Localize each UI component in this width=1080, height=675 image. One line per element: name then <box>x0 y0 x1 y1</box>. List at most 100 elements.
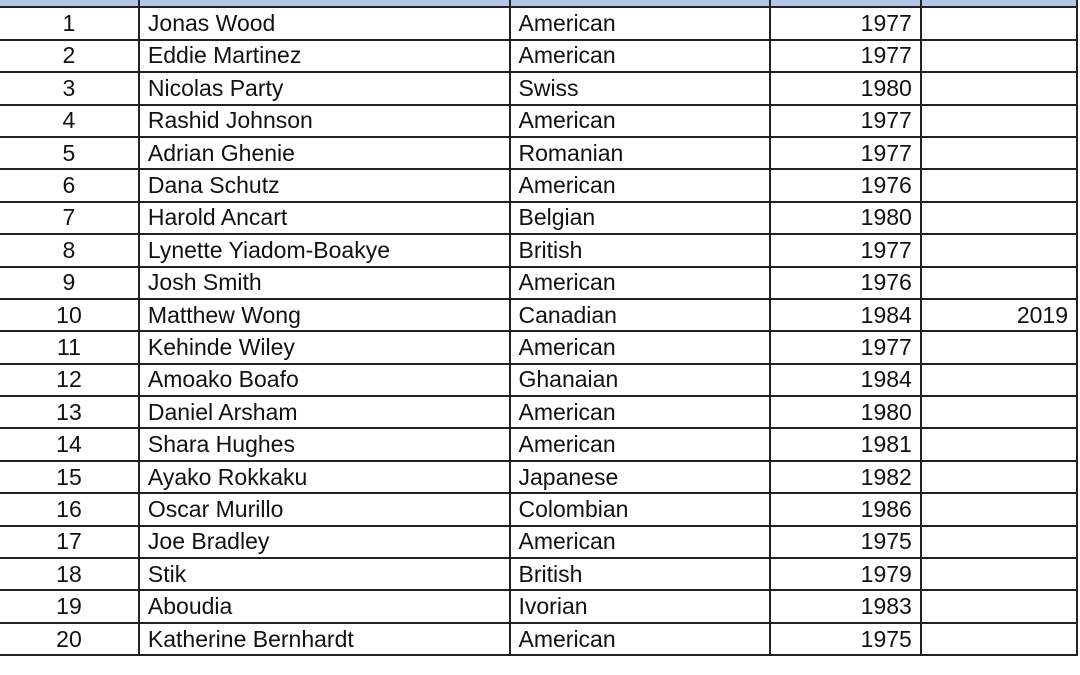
rank-cell[interactable]: 11 <box>0 330 140 365</box>
nationality-cell[interactable]: American <box>508 621 771 657</box>
born-cell[interactable]: 1984 <box>768 362 922 398</box>
died-cell[interactable] <box>919 492 1079 527</box>
rank-cell[interactable]: 14 <box>0 427 140 462</box>
died-cell[interactable] <box>919 589 1079 624</box>
rank-cell[interactable]: 10 <box>0 297 140 333</box>
died-cell[interactable] <box>919 395 1079 430</box>
artist-cell[interactable]: Dana Schutz <box>137 168 511 203</box>
artist-cell[interactable]: Aboudia <box>137 589 511 624</box>
died-cell[interactable] <box>919 524 1079 560</box>
died-cell[interactable] <box>919 233 1079 268</box>
rank-cell[interactable]: 8 <box>0 233 140 268</box>
artist-cell[interactable]: Lynette Yiadom-Boakye <box>137 233 511 268</box>
born-cell[interactable]: 1975 <box>768 524 922 560</box>
nationality-cell[interactable]: Romanian <box>508 135 771 171</box>
artist-cell[interactable]: Eddie Martinez <box>137 38 511 74</box>
died-cell[interactable]: 2019 <box>919 297 1079 333</box>
header-cell[interactable] <box>919 0 1079 9</box>
rank-cell[interactable]: 18 <box>0 557 140 592</box>
rank-cell[interactable]: 20 <box>0 621 140 657</box>
rank-cell[interactable]: 9 <box>0 265 140 300</box>
artist-cell[interactable]: Shara Hughes <box>137 427 511 462</box>
artist-cell[interactable]: Ayako Rokkaku <box>137 459 511 495</box>
nationality-cell[interactable]: American <box>508 168 771 203</box>
rank-cell[interactable]: 1 <box>0 6 140 41</box>
born-cell[interactable]: 1976 <box>768 265 922 300</box>
artist-cell[interactable]: Rashid Johnson <box>137 103 511 138</box>
artist-cell[interactable]: Harold Ancart <box>137 200 511 236</box>
header-cell[interactable] <box>137 0 511 9</box>
nationality-cell[interactable]: American <box>508 395 771 430</box>
artist-cell[interactable]: Katherine Bernhardt <box>137 621 511 657</box>
nationality-cell[interactable]: American <box>508 38 771 74</box>
born-cell[interactable]: 1980 <box>768 395 922 430</box>
born-cell[interactable]: 1977 <box>768 38 922 74</box>
nationality-cell[interactable]: American <box>508 427 771 462</box>
header-cell[interactable] <box>508 0 771 9</box>
born-cell[interactable]: 1977 <box>768 103 922 138</box>
nationality-cell[interactable]: Belgian <box>508 200 771 236</box>
born-cell[interactable]: 1979 <box>768 557 922 592</box>
died-cell[interactable] <box>919 200 1079 236</box>
nationality-cell[interactable]: British <box>508 233 771 268</box>
rank-cell[interactable]: 7 <box>0 200 140 236</box>
rank-cell[interactable]: 2 <box>0 38 140 74</box>
rank-cell[interactable]: 16 <box>0 492 140 527</box>
born-cell[interactable]: 1983 <box>768 589 922 624</box>
died-cell[interactable] <box>919 38 1079 74</box>
born-cell[interactable]: 1977 <box>768 233 922 268</box>
nationality-cell[interactable]: American <box>508 265 771 300</box>
born-cell[interactable]: 1977 <box>768 6 922 41</box>
died-cell[interactable] <box>919 557 1079 592</box>
rank-cell[interactable]: 3 <box>0 71 140 106</box>
born-cell[interactable]: 1982 <box>768 459 922 495</box>
artist-cell[interactable]: Stik <box>137 557 511 592</box>
born-cell[interactable]: 1977 <box>768 330 922 365</box>
died-cell[interactable] <box>919 330 1079 365</box>
artist-cell[interactable]: Nicolas Party <box>137 71 511 106</box>
artist-cell[interactable]: Jonas Wood <box>137 6 511 41</box>
rank-cell[interactable]: 6 <box>0 168 140 203</box>
nationality-cell[interactable]: Swiss <box>508 71 771 106</box>
died-cell[interactable] <box>919 362 1079 398</box>
nationality-cell[interactable]: American <box>508 524 771 560</box>
artist-cell[interactable]: Oscar Murillo <box>137 492 511 527</box>
artist-cell[interactable]: Amoako Boafo <box>137 362 511 398</box>
born-cell[interactable]: 1976 <box>768 168 922 203</box>
born-cell[interactable]: 1980 <box>768 200 922 236</box>
nationality-cell[interactable]: American <box>508 330 771 365</box>
nationality-cell[interactable]: Japanese <box>508 459 771 495</box>
born-cell[interactable]: 1980 <box>768 71 922 106</box>
artist-cell[interactable]: Josh Smith <box>137 265 511 300</box>
died-cell[interactable] <box>919 265 1079 300</box>
nationality-cell[interactable]: American <box>508 103 771 138</box>
nationality-cell[interactable]: American <box>508 6 771 41</box>
rank-cell[interactable]: 12 <box>0 362 140 398</box>
rank-cell[interactable]: 19 <box>0 589 140 624</box>
died-cell[interactable] <box>919 459 1079 495</box>
header-cell[interactable] <box>0 0 140 9</box>
nationality-cell[interactable]: Ghanaian <box>508 362 771 398</box>
artist-cell[interactable]: Matthew Wong <box>137 297 511 333</box>
nationality-cell[interactable]: Ivorian <box>508 589 771 624</box>
born-cell[interactable]: 1986 <box>768 492 922 527</box>
born-cell[interactable]: 1984 <box>768 297 922 333</box>
died-cell[interactable] <box>919 71 1079 106</box>
nationality-cell[interactable]: British <box>508 557 771 592</box>
artist-cell[interactable]: Kehinde Wiley <box>137 330 511 365</box>
artist-cell[interactable]: Daniel Arsham <box>137 395 511 430</box>
died-cell[interactable] <box>919 427 1079 462</box>
rank-cell[interactable]: 17 <box>0 524 140 560</box>
rank-cell[interactable]: 5 <box>0 135 140 171</box>
died-cell[interactable] <box>919 6 1079 41</box>
born-cell[interactable]: 1981 <box>768 427 922 462</box>
artist-cell[interactable]: Joe Bradley <box>137 524 511 560</box>
header-cell[interactable] <box>768 0 922 9</box>
artist-cell[interactable]: Adrian Ghenie <box>137 135 511 171</box>
nationality-cell[interactable]: Colombian <box>508 492 771 527</box>
rank-cell[interactable]: 13 <box>0 395 140 430</box>
died-cell[interactable] <box>919 135 1079 171</box>
rank-cell[interactable]: 4 <box>0 103 140 138</box>
nationality-cell[interactable]: Canadian <box>508 297 771 333</box>
died-cell[interactable] <box>919 103 1079 138</box>
